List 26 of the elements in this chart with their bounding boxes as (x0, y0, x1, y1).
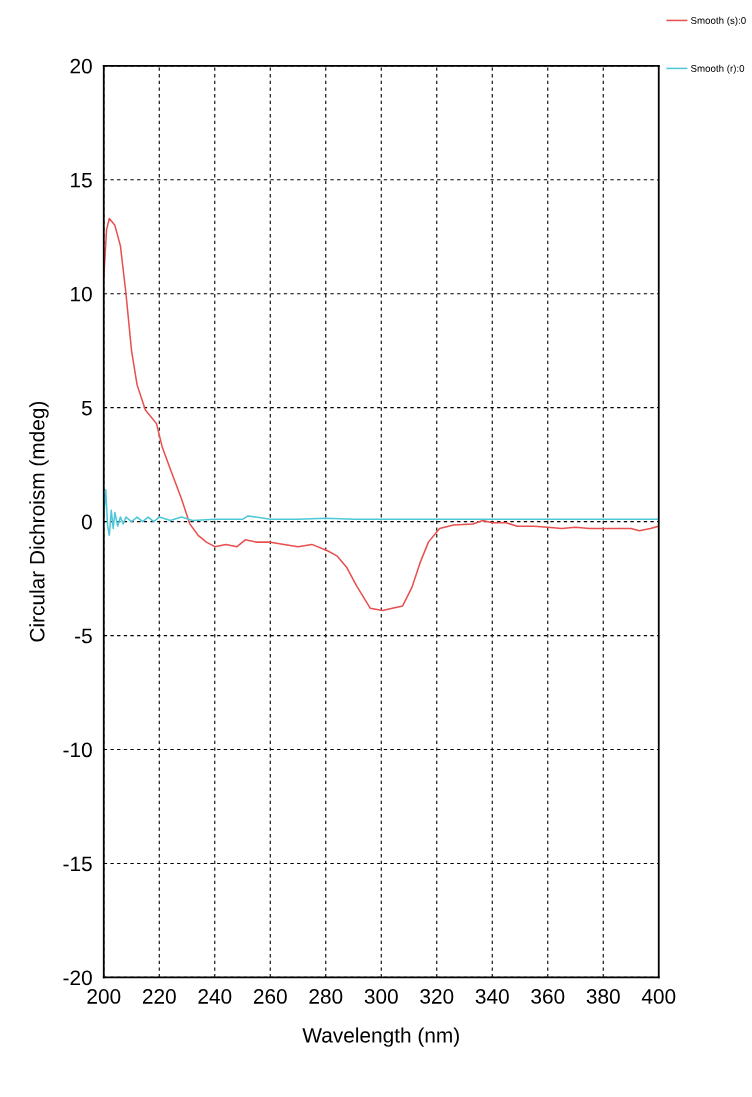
x-axis-title: Wavelength (nm) (302, 1027, 459, 1047)
legend-label: Smooth (s):0 (690, 16, 746, 26)
y-tick-label: 20 (70, 58, 92, 74)
x-tick-label: 360 (531, 989, 565, 1004)
y-tick-label: 15 (71, 172, 92, 188)
legend-label: Smooth (r):0 (690, 64, 745, 74)
x-tick-label: 300 (364, 989, 398, 1004)
x-tick-label: 200 (87, 989, 121, 1004)
line-series (103, 217, 659, 612)
x-tick-label: 380 (586, 989, 620, 1004)
y-tick-label: -5 (75, 628, 92, 644)
x-tick-label: 280 (309, 989, 343, 1004)
x-tick-label: 220 (142, 989, 176, 1004)
y-tick-label: 10 (71, 286, 92, 302)
line-series (103, 488, 659, 537)
y-tick-label: -10 (63, 742, 92, 758)
x-tick-label: 400 (641, 989, 676, 1004)
y-tick-label: -20 (63, 970, 92, 986)
y-tick-label: 0 (81, 514, 92, 530)
x-tick-label: 260 (253, 989, 287, 1004)
y-tick-label: 5 (81, 400, 92, 416)
x-tick-label: 240 (198, 989, 232, 1004)
x-tick-label: 320 (420, 989, 454, 1004)
y-tick-label: -15 (63, 856, 92, 872)
y-axis-title: Circular Dichroism (mdeg) (29, 401, 49, 642)
x-tick-label: 340 (475, 989, 509, 1004)
